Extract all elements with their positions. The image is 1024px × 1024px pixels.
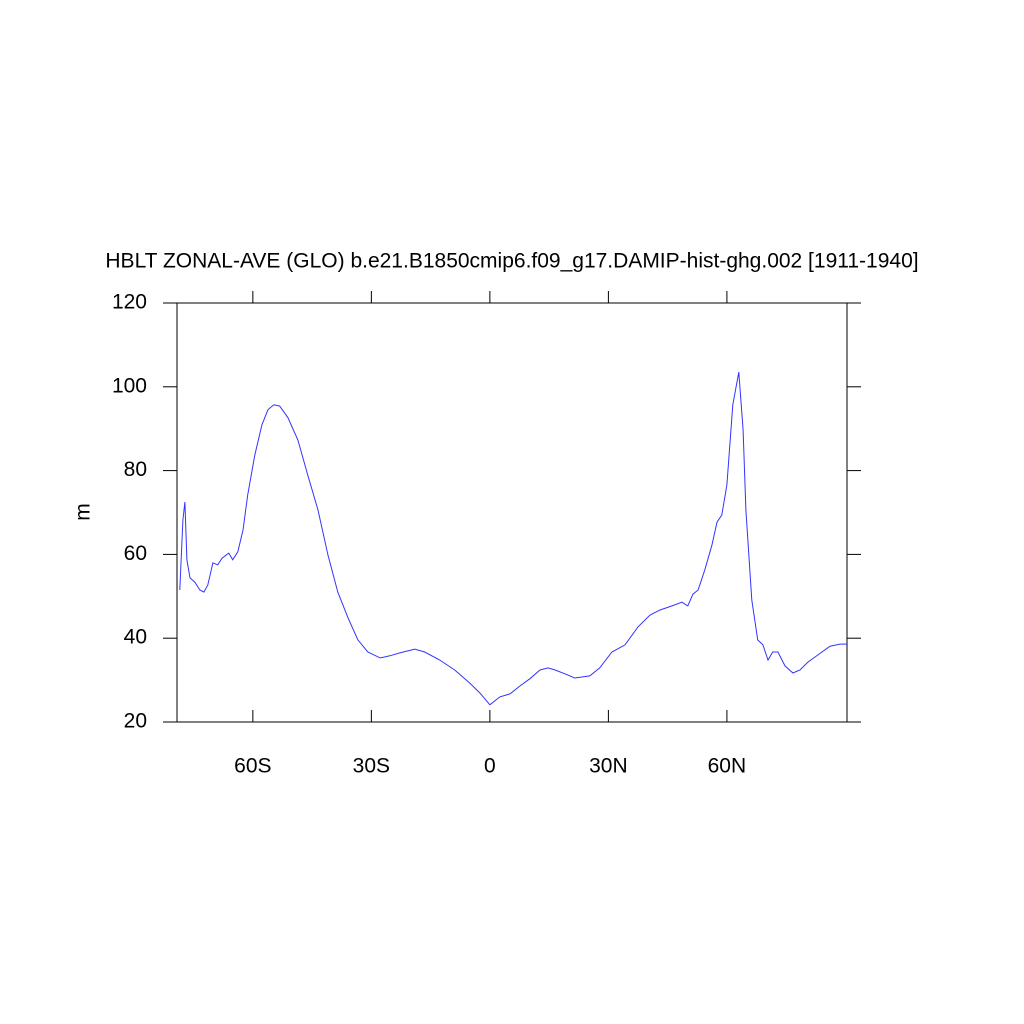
y-tick-label: 40 [124, 626, 147, 649]
chart-title: HBLT ZONAL-AVE (GLO) b.e21.B1850cmip6.f0… [105, 250, 918, 273]
x-tick-label: 0 [484, 755, 496, 778]
y-tick-label: 20 [124, 710, 147, 733]
data-line [179, 372, 847, 706]
plot-frame [176, 302, 848, 723]
x-tick-label: 30N [589, 755, 628, 778]
x-tick-label: 60S [234, 755, 271, 778]
y-axis-label: m [72, 503, 95, 521]
y-tick-label: 80 [124, 458, 147, 481]
y-tick-label: 100 [112, 374, 147, 397]
x-tick-label: 30S [353, 755, 390, 778]
y-tick-label: 60 [124, 542, 147, 565]
y-tick-label: 120 [112, 291, 147, 314]
x-tick-label: 60N [708, 755, 747, 778]
